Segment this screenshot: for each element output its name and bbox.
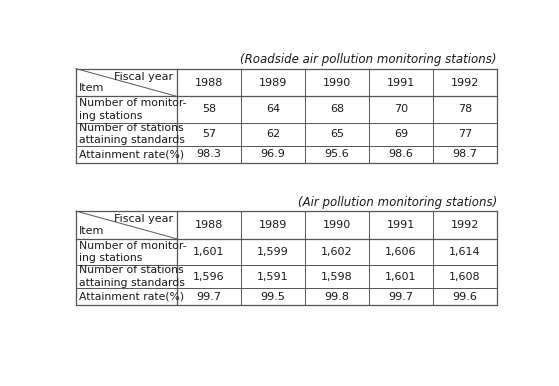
Text: 1991: 1991 xyxy=(387,78,415,88)
Text: 1,602: 1,602 xyxy=(321,247,353,257)
Text: 1990: 1990 xyxy=(323,78,351,88)
Text: 1,608: 1,608 xyxy=(449,271,481,281)
Text: 70: 70 xyxy=(394,105,408,115)
Text: 64: 64 xyxy=(266,105,280,115)
Text: 1991: 1991 xyxy=(387,220,415,230)
Text: 65: 65 xyxy=(330,129,344,139)
Text: 68: 68 xyxy=(330,105,344,115)
Text: (Roadside air pollution monitoring stations): (Roadside air pollution monitoring stati… xyxy=(240,53,497,66)
Text: 1,614: 1,614 xyxy=(449,247,481,257)
Text: Number of stations
attaining standards: Number of stations attaining standards xyxy=(79,265,185,288)
Text: 96.9: 96.9 xyxy=(260,149,285,159)
Text: Item: Item xyxy=(79,226,105,236)
Text: 69: 69 xyxy=(394,129,408,139)
Text: 62: 62 xyxy=(266,129,280,139)
Text: 1,591: 1,591 xyxy=(257,271,288,281)
Text: Attainment rate(%): Attainment rate(%) xyxy=(79,291,184,301)
Text: 99.5: 99.5 xyxy=(260,291,285,301)
Text: 58: 58 xyxy=(202,105,216,115)
Text: 1,596: 1,596 xyxy=(193,271,225,281)
Text: 98.7: 98.7 xyxy=(452,149,477,159)
Text: 1990: 1990 xyxy=(323,220,351,230)
Text: Item: Item xyxy=(79,83,105,93)
Text: (Air pollution monitoring stations): (Air pollution monitoring stations) xyxy=(297,196,497,209)
Text: 1992: 1992 xyxy=(451,220,479,230)
Text: Attainment rate(%): Attainment rate(%) xyxy=(79,149,184,159)
Text: 99.7: 99.7 xyxy=(196,291,221,301)
Text: 1,599: 1,599 xyxy=(257,247,288,257)
Text: 1992: 1992 xyxy=(451,78,479,88)
Text: 1989: 1989 xyxy=(259,78,287,88)
Text: 78: 78 xyxy=(458,105,472,115)
Text: 1,601: 1,601 xyxy=(385,271,416,281)
Text: 1,598: 1,598 xyxy=(321,271,353,281)
Text: Number of stations
attaining standards: Number of stations attaining standards xyxy=(79,123,185,145)
Text: 99.6: 99.6 xyxy=(452,291,477,301)
Text: 1,606: 1,606 xyxy=(385,247,416,257)
Text: Fiscal year: Fiscal year xyxy=(114,214,173,224)
Text: 99.7: 99.7 xyxy=(389,291,413,301)
Text: Number of monitor-
ing stations: Number of monitor- ing stations xyxy=(79,98,187,121)
Text: Number of monitor-
ing stations: Number of monitor- ing stations xyxy=(79,241,187,263)
Text: 57: 57 xyxy=(202,129,216,139)
Text: 98.3: 98.3 xyxy=(196,149,221,159)
Text: 95.6: 95.6 xyxy=(324,149,349,159)
Text: Fiscal year: Fiscal year xyxy=(114,72,173,82)
Text: 77: 77 xyxy=(458,129,472,139)
Text: 1,601: 1,601 xyxy=(193,247,225,257)
Text: 1989: 1989 xyxy=(259,220,287,230)
Text: 99.8: 99.8 xyxy=(324,291,349,301)
Text: 1988: 1988 xyxy=(195,78,223,88)
Text: 1988: 1988 xyxy=(195,220,223,230)
Text: 98.6: 98.6 xyxy=(389,149,413,159)
